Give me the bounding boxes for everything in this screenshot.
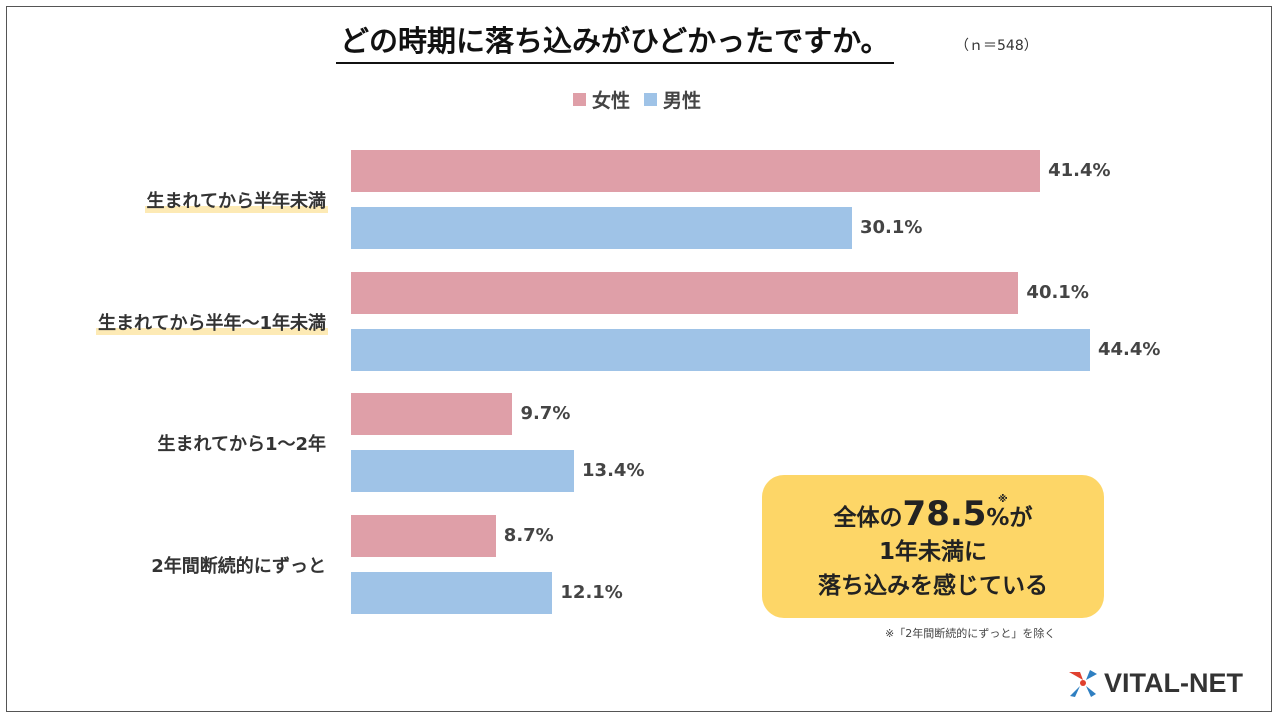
bar-female	[351, 271, 1019, 314]
data-label: 44.4%	[1098, 338, 1161, 360]
footnote: ※「2年間断続的にずっと」を除く	[885, 627, 1056, 640]
data-label: 8.7%	[503, 524, 554, 546]
callout-prefix: 全体の	[833, 505, 903, 531]
data-label: 41.4%	[1048, 160, 1111, 181]
chart-title: どの時期に落ち込みがひどかったですか。	[336, 22, 894, 64]
bar-male	[351, 328, 1090, 371]
brand-name: VITAL-NET	[1104, 667, 1243, 698]
bar-female	[351, 150, 1041, 192]
data-label: 13.4%	[582, 460, 645, 481]
chart-frame	[6, 6, 1272, 712]
sample-size-note: （ｎ＝548）	[955, 38, 1038, 54]
category-label: 生まれてから1～2年	[157, 434, 326, 455]
legend-item-female: 女性	[573, 86, 630, 113]
legend-swatch-male	[644, 93, 658, 106]
legend-swatch-female	[573, 93, 586, 106]
bar-male	[351, 450, 575, 492]
callout-note-mark: ※	[998, 494, 1008, 505]
legend-label-female: 女性	[592, 90, 631, 112]
callout-suffix: %が	[986, 505, 1033, 531]
data-label: 40.1%	[1026, 281, 1089, 303]
callout-line-1: 全体の78.5%が	[762, 497, 1104, 535]
summary-callout: ※ 全体の78.5%が 1年未満に 落ち込みを感じている	[762, 475, 1104, 618]
callout-line-3: 落ち込みを感じている	[818, 573, 1048, 599]
legend-label-male: 男性	[663, 90, 702, 112]
bar-male	[351, 571, 553, 614]
bar-female	[351, 393, 513, 435]
callout-percentage: 78.5	[902, 494, 987, 534]
category-label: 生まれてから半年未満	[144, 187, 328, 213]
bar-male	[351, 207, 852, 249]
category-label: 2年間断続的にずっと	[151, 555, 326, 577]
legend: 女性 男性	[573, 86, 701, 113]
bar-female	[351, 514, 496, 557]
brand-logo: VITAL-NET	[1066, 666, 1243, 700]
category-label: 生まれてから半年～1年未満	[96, 308, 328, 335]
callout-line-2: 1年未満に	[878, 539, 987, 565]
legend-item-male: 男性	[644, 86, 701, 113]
data-label: 9.7%	[520, 403, 571, 424]
data-label: 12.1%	[560, 581, 623, 603]
data-label: 30.1%	[859, 217, 923, 238]
vitalnet-logo-icon	[1069, 670, 1097, 697]
